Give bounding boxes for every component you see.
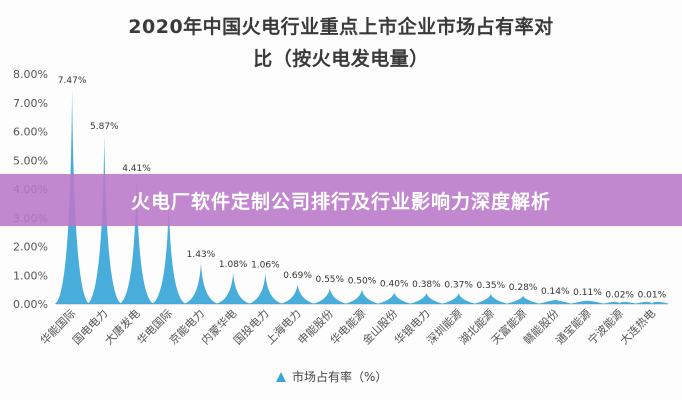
banner-text: 火电厂软件定制公司排行及行业影响力深度解析 — [130, 190, 551, 213]
y-tick-label: 7.00% — [13, 97, 48, 110]
data-label: 1.43% — [187, 250, 216, 260]
data-spike — [215, 272, 251, 304]
data-label: 0.38% — [412, 280, 441, 290]
data-spike — [118, 177, 155, 304]
data-label: 0.55% — [315, 275, 344, 285]
y-tick-label: 2.00% — [13, 241, 48, 254]
data-spike — [473, 293, 509, 304]
data-spike — [151, 200, 187, 304]
data-spike — [247, 273, 284, 304]
data-spike — [279, 284, 316, 304]
y-tick-label: 0.00% — [13, 298, 48, 311]
data-label: 0.40% — [380, 280, 409, 290]
data-label: 4.41% — [122, 164, 151, 174]
data-spike — [634, 301, 670, 304]
data-spike — [183, 262, 219, 304]
data-label: 0.28% — [509, 283, 538, 293]
x-tick-label: 大连热电 — [617, 306, 658, 347]
data-label: 0.35% — [477, 281, 506, 291]
data-label: 0.01% — [638, 291, 667, 301]
data-label: 0.37% — [444, 280, 473, 290]
data-label: 0.14% — [541, 287, 570, 297]
data-label: 0.11% — [573, 288, 602, 298]
data-spike — [408, 293, 445, 304]
data-label: 1.08% — [219, 260, 248, 270]
legend-label: 市场占有率（%） — [292, 370, 388, 384]
data-label: 0.69% — [283, 271, 312, 281]
y-tick-label: 5.00% — [13, 154, 48, 167]
data-spike — [440, 293, 477, 304]
data-spike — [601, 301, 638, 304]
data-label: 5.87% — [90, 122, 119, 132]
data-spike — [312, 288, 348, 304]
y-tick-label: 8.00% — [13, 68, 48, 81]
data-label: 0.02% — [605, 290, 634, 300]
data-label: 0.50% — [348, 277, 377, 287]
data-spike — [569, 300, 606, 304]
data-label: 1.06% — [251, 261, 280, 271]
data-spike — [505, 295, 541, 304]
legend: 市场占有率（%） — [276, 368, 387, 385]
y-tick-label: 6.00% — [13, 126, 48, 139]
chart-title-line2: 比（按火电发电量） — [253, 48, 429, 70]
data-spike — [537, 299, 573, 304]
overlay-banner: 火电厂软件定制公司排行及行业影响力深度解析 — [0, 174, 682, 226]
chart-title-line1: 2020年中国火电行业重点上市企业市场占有率对 — [128, 16, 554, 38]
data-label: 7.47% — [58, 76, 87, 86]
legend-swatch-icon — [276, 371, 286, 382]
y-tick-label: 1.00% — [13, 269, 48, 282]
data-spike — [376, 292, 412, 304]
data-spike — [344, 289, 380, 304]
